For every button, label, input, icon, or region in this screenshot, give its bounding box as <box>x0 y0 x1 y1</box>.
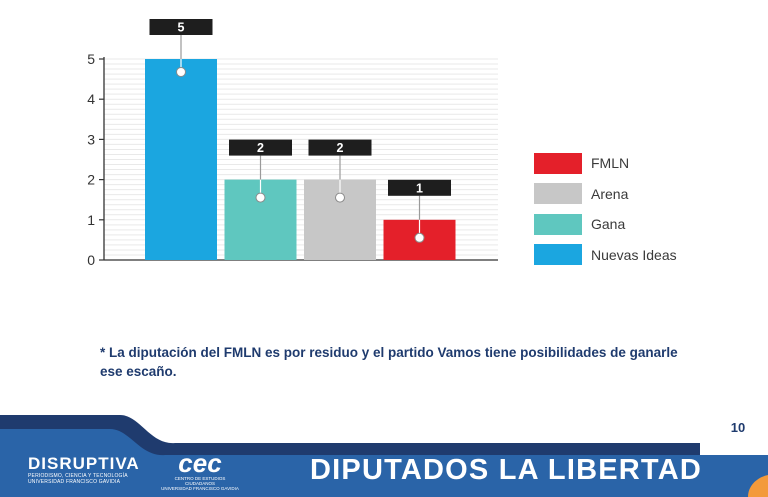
cec-logo: cec CENTRO DE ESTUDIOS CIUDADANOS UNIVER… <box>160 450 240 491</box>
footer-band-blue <box>0 429 768 497</box>
data-label-box <box>388 179 451 196</box>
disruptiva-tagline: PERIODISMO, CIENCIA Y TECNOLOGÍA <box>28 473 128 479</box>
footnote: * La diputación del FMLN es por residuo … <box>100 345 678 379</box>
data-label-box <box>229 139 292 156</box>
y-tick-label: 5 <box>87 51 95 67</box>
legend-label: Arena <box>591 185 629 202</box>
data-label: 2 <box>257 141 264 155</box>
disruptiva-name: DISRUPTIVA <box>28 454 140 473</box>
data-label: 5 <box>178 21 185 35</box>
bar-chart: 0 1 2 3 4 5 5 2 2 1 <box>87 19 498 268</box>
data-label: 2 <box>337 141 344 155</box>
data-label-box <box>149 19 213 35</box>
y-tick-label: 3 <box>87 131 95 147</box>
y-tick-label: 2 <box>87 172 95 188</box>
y-tick-label: 1 <box>87 212 95 228</box>
data-label-box <box>308 139 372 156</box>
legend-swatch <box>534 183 582 205</box>
page-number: 10 <box>730 420 746 435</box>
legend-swatch <box>534 152 582 174</box>
footer-banner <box>0 415 768 497</box>
footer-title: DIPUTADOS LA LIBERTAD <box>310 454 702 486</box>
data-labels: 5 2 2 1 <box>149 19 451 243</box>
callout-dot <box>414 232 425 243</box>
disruptiva-university: UNIVERSIDAD FRANCISCO GAVIDIA <box>28 479 121 485</box>
chart-legend: FMLN Arena Gana Nuevas Ideas <box>534 148 677 270</box>
y-tick-label: 4 <box>87 91 95 107</box>
cec-logo-mark: cec <box>178 448 222 478</box>
legend-item-arena: Arena <box>534 179 677 210</box>
legend-item-nuevas-ideas: Nuevas Ideas <box>534 240 677 271</box>
footer-orange-accent <box>748 475 768 497</box>
legend-item-gana: Gana <box>534 209 677 240</box>
footer-page-tab <box>700 417 768 455</box>
data-label: 1 <box>416 181 423 195</box>
legend-label: Gana <box>591 216 626 233</box>
y-tick-label: 0 <box>87 252 95 268</box>
legend-swatch <box>534 213 582 235</box>
legend-item-fmln: FMLN <box>534 148 677 179</box>
cec-university: UNIVERSIDAD FRANCISCO GAVIDIA <box>161 486 239 491</box>
callout-dot <box>335 192 345 203</box>
cec-name: CENTRO DE ESTUDIOS CIUDADANOS <box>174 476 226 486</box>
legend-swatch <box>534 244 582 266</box>
disruptiva-logo: DISRUPTIVA PERIODISMO, CIENCIA Y TECNOLO… <box>28 454 140 486</box>
legend-label: Nuevas Ideas <box>591 246 677 263</box>
bar-nuevas-ideas <box>145 59 217 260</box>
callout-dot <box>255 192 266 203</box>
callout-dot <box>176 67 186 77</box>
legend-label: FMLN <box>591 155 630 172</box>
